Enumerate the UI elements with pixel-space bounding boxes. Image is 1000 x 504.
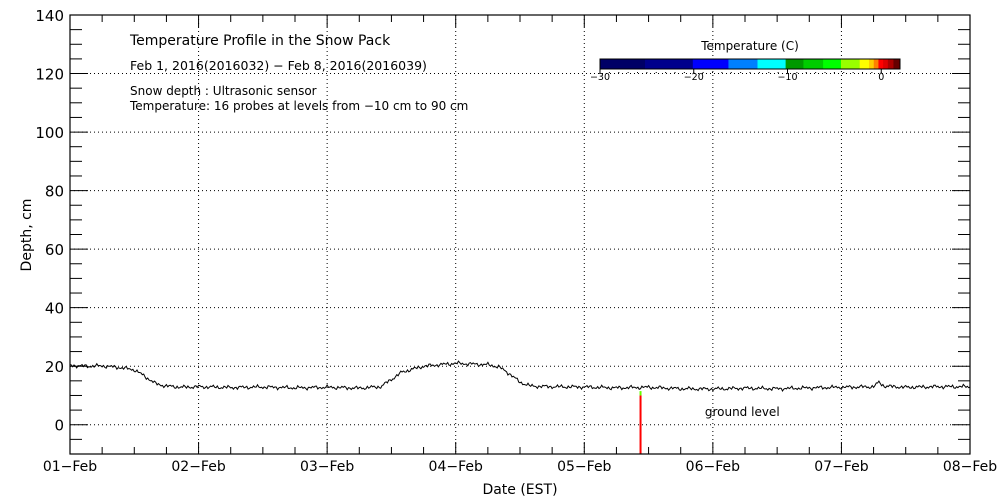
chart-title: Temperature Profile in the Snow Pack [129, 33, 391, 49]
x-axis-label: Date (EST) [482, 482, 557, 498]
colorbar-swatch [600, 59, 646, 69]
x-tick-label: 05−Feb [557, 459, 611, 475]
colorbar-swatch [757, 59, 787, 69]
x-tick-label: 03−Feb [300, 459, 354, 475]
y-axis-label: Depth, cm [19, 199, 35, 272]
x-tick-label: 04−Feb [429, 459, 483, 475]
y-tick-label: 60 [45, 241, 64, 259]
y-tick-label: 40 [45, 300, 64, 318]
note-snow-depth: Snow depth : Ultrasonic sensor [130, 84, 317, 98]
colorbar-swatch [840, 59, 861, 69]
x-tick-label: 02−Feb [171, 459, 225, 475]
colorbar-tick-label: 0 [878, 72, 884, 83]
colorbar-swatch [869, 59, 875, 69]
colorbar-swatch [692, 59, 729, 69]
ground-level-annotation: ground level [705, 405, 780, 419]
y-tick-label: 20 [45, 358, 64, 376]
colorbar-tick-label: −30 [590, 72, 610, 83]
chart-subtitle: Feb 1, 2016(2016032) − Feb 8, 2016(20160… [130, 58, 427, 73]
series: ground level [69, 360, 971, 454]
snow-depth-line [69, 360, 971, 392]
y-tick-label: 140 [35, 7, 64, 25]
colorbar-swatch [859, 59, 870, 69]
colorbar-swatch [645, 59, 694, 69]
x-tick-label: 08−Feb [943, 459, 997, 475]
colorbar-swatch [823, 59, 842, 69]
y-tick-label: 120 [35, 66, 64, 84]
note-temperature: Temperature: 16 probes at levels from −1… [129, 99, 468, 113]
colorbar-swatch [878, 59, 884, 69]
x-tick-label: 07−Feb [814, 459, 868, 475]
colorbar: −30 −20 −10 0 [590, 58, 901, 83]
y-tick-label: 0 [54, 417, 64, 435]
colorbar-swatch [728, 59, 758, 69]
colorbar-title: Temperature (C) [700, 39, 799, 53]
y-tick-label: 80 [45, 183, 64, 201]
colorbar-tick-label: −10 [777, 72, 797, 83]
tick-labels: 01−Feb 02−Feb 03−Feb 04−Feb 05−Feb 06−Feb 07−F… [35, 7, 997, 475]
colorbar-swatch [883, 59, 889, 69]
y-tick-label: 100 [35, 124, 64, 142]
colorbar-frame [599, 58, 901, 70]
colorbar-swatch [803, 59, 824, 69]
colorbar-swatch [893, 59, 901, 69]
plot-frame [69, 14, 971, 455]
colorbar-swatch [887, 59, 894, 69]
colorbar-tick-label: −20 [684, 72, 704, 83]
colorbar-swatch [873, 59, 879, 69]
x-tick-label: 01−Feb [43, 459, 97, 475]
x-tick-label: 06−Feb [686, 459, 740, 475]
colorbar-swatch [785, 59, 804, 69]
